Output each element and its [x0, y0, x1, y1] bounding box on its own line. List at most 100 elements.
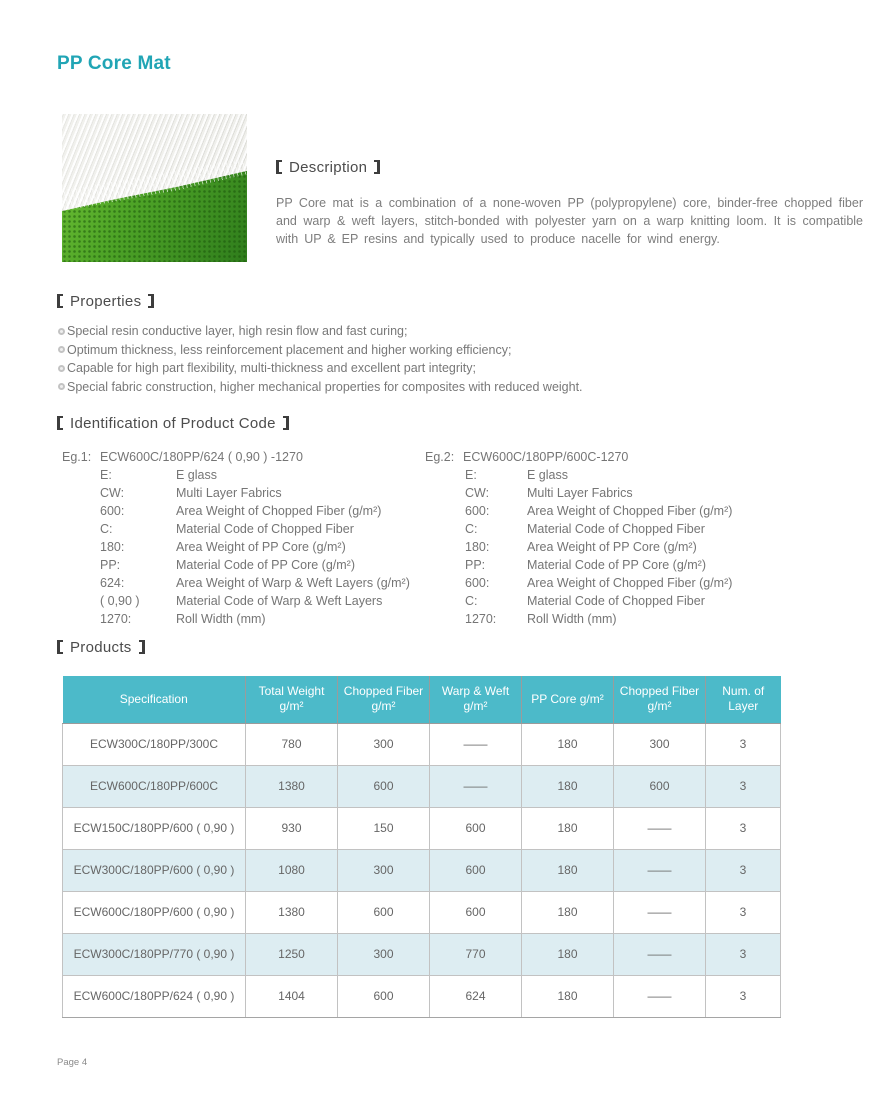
value-cell: 300	[337, 722, 430, 766]
table-row: ECW300C/180PP/600 ( 0,90 ) 1080 300 600 180—…	[62, 848, 781, 892]
value-cell: 600	[337, 974, 430, 1018]
left-bracket-icon	[276, 160, 282, 174]
code-definition: Area Weight of PP Core (g/m²)	[527, 540, 697, 554]
table-row: ECW600C/180PP/600C 1380 600 —— 180 600 3	[62, 764, 781, 808]
products-table: Specification Total Weight g/m² Chopped Fi…	[62, 676, 781, 1018]
value-cell: 770	[429, 932, 522, 976]
code-definition: Material Code of PP Core (g/m²)	[527, 558, 706, 572]
code-entry: 600: Area Weight of Chopped Fiber (g/m²)	[465, 502, 785, 520]
code-definition: Area Weight of Chopped Fiber (g/m²)	[527, 504, 733, 518]
right-bracket-icon	[282, 416, 289, 430]
example-label: Eg.1:	[62, 450, 92, 464]
value-cell: 1380	[245, 890, 338, 934]
value-cell: 600	[429, 806, 522, 850]
spec-cell: ECW300C/180PP/600 ( 0,90 )	[62, 848, 246, 892]
code-entry: E: E glass	[100, 466, 412, 484]
value-cell: 180	[521, 974, 614, 1018]
code-term: ( 0,90 )	[100, 594, 140, 608]
property-item: Optimum thickness, less reinforcement pl…	[58, 341, 583, 360]
product-photo	[62, 114, 247, 262]
code-entry: 1270: Roll Width (mm)	[465, 610, 785, 628]
code-example-header: Eg.1: ECW600C/180PP/624 ( 0,90 ) -1270	[62, 448, 412, 466]
example-label: Eg.2:	[425, 450, 455, 464]
page-title: PP Core Mat	[57, 53, 171, 74]
value-cell: 780	[245, 722, 338, 766]
value-cell: 600	[429, 848, 522, 892]
value-cell: 3	[705, 806, 781, 850]
value-cell: 1404	[245, 974, 338, 1018]
code-entry-list: E: E glass CW: Multi Layer Fabrics 600: Area …	[465, 466, 785, 628]
value-cell: 180	[521, 722, 614, 766]
code-entry: E: E glass	[465, 466, 785, 484]
products-heading-label: Products	[70, 639, 132, 656]
code-term: 624:	[100, 576, 125, 590]
value-cell: ——	[613, 890, 706, 934]
value-cell: 300	[337, 848, 430, 892]
value-cell: 600	[613, 764, 706, 808]
code-entry: 1270: Roll Width (mm)	[100, 610, 412, 628]
code-term: E:	[100, 468, 112, 482]
value-cell: ——	[429, 764, 522, 808]
code-entry: CW: Multi Layer Fabrics	[465, 484, 785, 502]
products-heading: Products	[57, 639, 145, 656]
code-definition: Material Code of Chopped Fiber	[527, 522, 705, 536]
value-cell: 3	[705, 722, 781, 766]
code-definition: Area Weight of PP Core (g/m²)	[176, 540, 346, 554]
product-code: ECW600C/180PP/624 ( 0,90 ) -1270	[100, 450, 303, 464]
value-cell: 930	[245, 806, 338, 850]
value-cell: 600	[337, 764, 430, 808]
value-cell: 1080	[245, 848, 338, 892]
code-entry: PP: Material Code of PP Core (g/m²)	[100, 556, 412, 574]
code-definition: Roll Width (mm)	[176, 612, 266, 626]
code-term: 180:	[465, 540, 490, 554]
bullet-ring-icon	[58, 383, 65, 391]
code-entry-list: E: E glass CW: Multi Layer Fabrics 600: Area …	[100, 466, 412, 628]
left-bracket-icon	[57, 294, 63, 308]
value-cell: 180	[521, 932, 614, 976]
right-bracket-icon	[138, 640, 145, 654]
code-entry: ( 0,90 ) Material Code of Warp & Weft Lay…	[100, 592, 412, 610]
code-term: CW:	[465, 486, 490, 500]
table-row: ECW300C/180PP/300C 780 300 —— 180 300 3	[62, 722, 781, 766]
left-bracket-icon	[57, 416, 63, 430]
code-entry: PP: Material Code of PP Core (g/m²)	[465, 556, 785, 574]
code-definition: Material Code of Chopped Fiber	[176, 522, 354, 536]
code-term: E:	[465, 468, 477, 482]
column-header: Chopped Fiber g/m²	[337, 676, 430, 724]
description-text: PP Core mat is a combination of a none-w…	[276, 196, 863, 246]
value-cell: 300	[613, 722, 706, 766]
spec-cell: ECW600C/180PP/624 ( 0,90 )	[62, 974, 246, 1018]
right-bracket-icon	[374, 160, 381, 174]
spec-cell: ECW600C/180PP/600C	[62, 764, 246, 808]
value-cell: 3	[705, 848, 781, 892]
products-table-body: ECW300C/180PP/300C 780 300 —— 180 300 3 ECW600C…	[62, 722, 781, 1018]
property-text: Special resin conductive layer, high res…	[67, 324, 408, 338]
code-term: 600:	[465, 504, 490, 518]
code-definition: Roll Width (mm)	[527, 612, 617, 626]
value-cell: 3	[705, 974, 781, 1018]
code-definition: Area Weight of Chopped Fiber (g/m²)	[176, 504, 382, 518]
spec-cell: ECW300C/180PP/300C	[62, 722, 246, 766]
value-cell: 180	[521, 806, 614, 850]
code-entry: 180: Area Weight of PP Core (g/m²)	[465, 538, 785, 556]
code-term: 180:	[100, 540, 125, 554]
value-cell: 624	[429, 974, 522, 1018]
code-entry: 180: Area Weight of PP Core (g/m²)	[100, 538, 412, 556]
code-definition: Multi Layer Fabrics	[527, 486, 633, 500]
description-heading: Description	[276, 159, 381, 176]
property-item: Special fabric construction, higher mech…	[58, 378, 583, 397]
code-entry: 600: Area Weight of Chopped Fiber (g/m²)	[100, 502, 412, 520]
code-definition: E glass	[176, 468, 217, 482]
table-row: ECW600C/180PP/624 ( 0,90 ) 1404 600 624 180—…	[62, 974, 781, 1018]
column-header: Warp & Weft g/m²	[429, 676, 522, 724]
value-cell: ——	[613, 932, 706, 976]
bullet-ring-icon	[58, 346, 65, 354]
code-definition: Material Code of Chopped Fiber	[527, 594, 705, 608]
code-example-2: Eg.2: ECW600C/180PP/600C-1270 E: E glass C…	[425, 448, 785, 628]
properties-list: Special resin conductive layer, high res…	[58, 322, 583, 396]
column-header: PP Core g/m²	[521, 676, 614, 724]
value-cell: 300	[337, 932, 430, 976]
column-header: Chopped Fiber g/m²	[613, 676, 706, 724]
code-entry: CW: Multi Layer Fabrics	[100, 484, 412, 502]
